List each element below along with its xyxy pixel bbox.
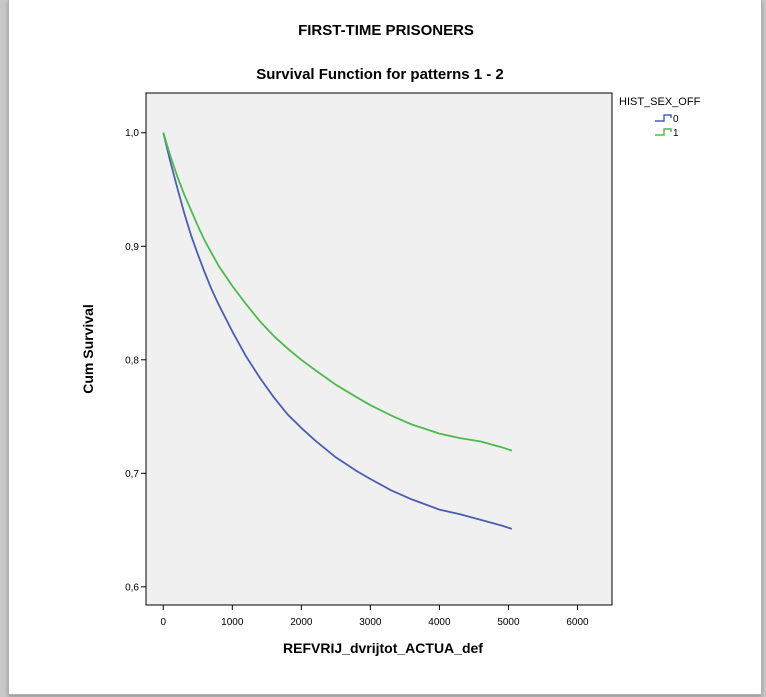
x-tick-label: 2000 [290, 617, 313, 628]
y-tick-label: 1,0 [125, 128, 139, 139]
legend-swatch-1 [655, 128, 672, 136]
chart-title: Survival Function for patterns 1 - 2 [256, 66, 504, 83]
legend: HIST_SEX_OFF 01 [619, 96, 701, 139]
x-tick-label: 0 [160, 617, 166, 628]
legend-label-1: 1 [673, 128, 679, 139]
survival-chart: FIRST-TIME PRISONERS Survival Function f… [80, 22, 701, 656]
x-tick-label: 6000 [566, 617, 589, 628]
legend-title: HIST_SEX_OFF [619, 96, 701, 108]
series-1-line [162, 132, 513, 452]
legend-items: 01 [655, 114, 679, 139]
plot-area [145, 92, 613, 606]
x-axis-ticks: 0 1000 2000 3000 4000 5000 6000 [160, 605, 589, 628]
y-axis-ticks: 0,6 0,7 0,8 0,9 1,0 [125, 128, 146, 593]
figure-title: FIRST-TIME PRISONERS [298, 22, 474, 39]
x-tick-label: 3000 [359, 617, 382, 628]
series-layer [162, 132, 513, 530]
y-tick-label: 0,9 [125, 242, 139, 253]
legend-label-0: 0 [673, 114, 679, 125]
y-axis-label: Cum Survival [80, 304, 96, 393]
x-axis-label: REFVRIJ_dvrijtot_ACTUA_def [283, 640, 483, 656]
y-tick-label: 0,6 [125, 582, 139, 593]
x-tick-label: 5000 [497, 617, 520, 628]
series-0-line [162, 132, 513, 530]
x-tick-label: 1000 [221, 617, 244, 628]
x-tick-label: 4000 [428, 617, 451, 628]
figure-frame: FIRST-TIME PRISONERS Survival Function f… [8, 0, 762, 695]
y-tick-label: 0,7 [125, 469, 139, 480]
y-tick-label: 0,8 [125, 355, 139, 366]
legend-swatch-0 [655, 114, 672, 122]
